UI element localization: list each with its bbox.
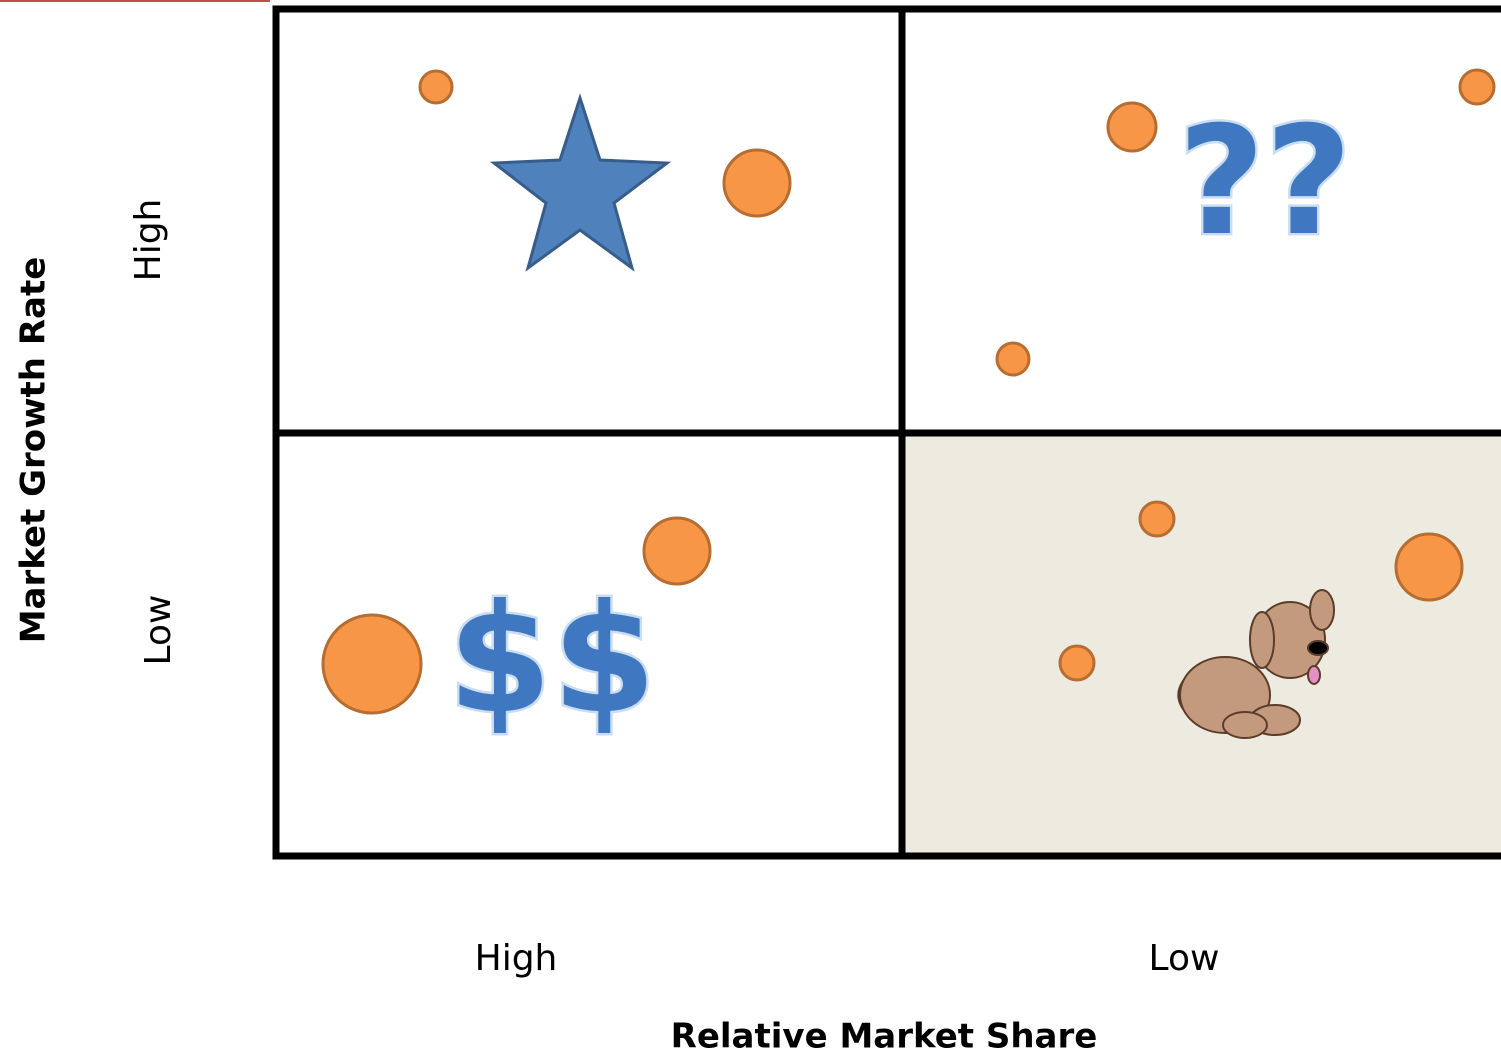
x-axis-title: Relative Market Share [671,1017,1098,1057]
dot [1140,502,1174,536]
star-icon [494,98,667,268]
dot [724,150,790,216]
dot [1060,646,1094,680]
dot [1460,70,1494,104]
y-axis-label: Low [138,595,179,666]
dot [997,343,1029,375]
dot [1396,534,1462,600]
dot [420,71,452,103]
question-marks: ?? [1178,95,1352,269]
x-axis-label: High [475,938,558,979]
y-axis-label: High [128,199,169,282]
y-axis-title: Market Growth Rate [14,257,54,644]
dogs-quadrant [902,433,1501,856]
dot [323,615,421,713]
cash-cows: $$ [448,573,657,747]
bcg-matrix: ?? $$ Market Growth Rate High Low High L… [0,0,1501,1060]
x-axis-label: Low [1149,938,1220,979]
dot [1108,103,1156,151]
